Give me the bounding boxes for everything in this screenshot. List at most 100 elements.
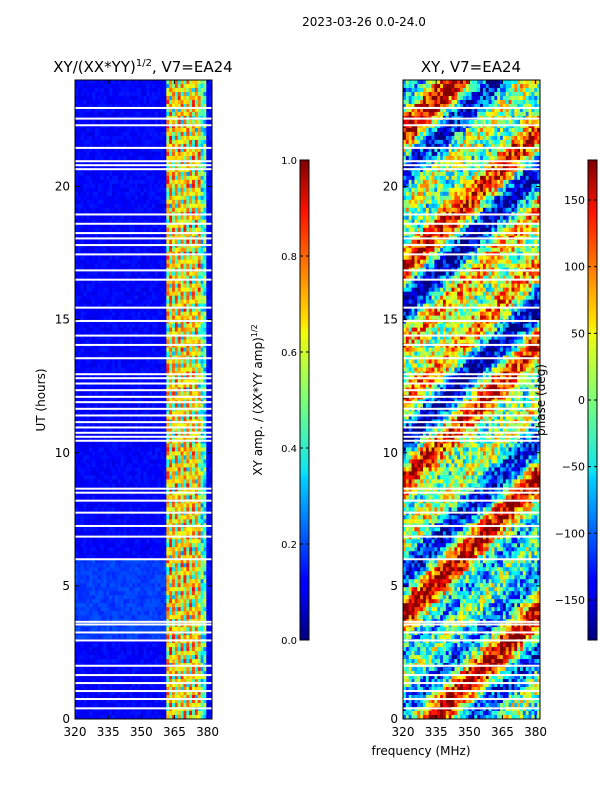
- amplitude-cell: [174, 471, 179, 476]
- amplitude-cell: [174, 255, 179, 261]
- amplitude-cell: [180, 255, 184, 261]
- amplitude-cell: [160, 131, 164, 137]
- amplitude-cell: [143, 203, 147, 209]
- amplitude-cell: [174, 215, 179, 221]
- amplitude-cell: [174, 475, 179, 480]
- amplitude-cell: [134, 271, 139, 277]
- amplitude-cell: [100, 239, 104, 245]
- amplitude-cell: [186, 151, 190, 157]
- amplitude-cell: [83, 203, 87, 209]
- amplitude-cell: [154, 103, 159, 109]
- amplitude-cell: [97, 263, 102, 269]
- amplitude-cell: [186, 295, 190, 301]
- amplitude-cell: [140, 475, 144, 480]
- amplitude-cell: [154, 323, 159, 329]
- amplitude-cell: [86, 139, 90, 145]
- amplitude-cell: [166, 107, 170, 113]
- amplitude-cell: [166, 423, 170, 428]
- amplitude-cell: [157, 175, 162, 181]
- amplitude-cell: [126, 171, 130, 177]
- amplitude-cell: [157, 295, 162, 301]
- amplitude-cell: [80, 131, 84, 137]
- amplitude-cell: [174, 199, 179, 205]
- amplitude-cell: [209, 471, 212, 476]
- amplitude-cell: [92, 195, 96, 201]
- amplitude-cell: [103, 183, 107, 189]
- amplitude-cell: [89, 403, 93, 408]
- amplitude-cell: [169, 447, 173, 452]
- amplitude-cell: [194, 451, 199, 456]
- amplitude-cell: [92, 307, 96, 313]
- amplitude-cell: [177, 99, 181, 105]
- amplitude-cell: [146, 199, 150, 205]
- amplitude-cell: [149, 127, 153, 133]
- amplitude-cell: [203, 379, 207, 384]
- amplitude-cell: [174, 171, 179, 177]
- amplitude-cell: [109, 459, 113, 464]
- amplitude-cell: [97, 223, 102, 229]
- amplitude-cell: [200, 307, 204, 313]
- amplitude-cell: [160, 335, 164, 340]
- amplitude-cell: [106, 303, 110, 309]
- amplitude-cell: [134, 239, 139, 245]
- amplitude-cell: [154, 219, 159, 225]
- amplitude-cell: [126, 483, 130, 488]
- amplitude-cell: [109, 187, 113, 193]
- amplitude-cell: [177, 151, 181, 157]
- amplitude-cell: [109, 347, 113, 352]
- amplitude-cell: [160, 323, 164, 329]
- amplitude-cell: [103, 483, 107, 488]
- amplitude-cell: [197, 87, 201, 93]
- amplitude-cell: [146, 223, 150, 229]
- amplitude-cell: [172, 479, 176, 484]
- amplitude-cell: [126, 451, 130, 456]
- amplitude-cell: [149, 199, 153, 205]
- amplitude-cell: [103, 119, 107, 125]
- amplitude-cell: [206, 311, 210, 317]
- amplitude-cell: [200, 275, 204, 281]
- amplitude-cell: [154, 471, 159, 476]
- amplitude-cell: [172, 147, 176, 153]
- amplitude-cell: [112, 287, 116, 293]
- amplitude-cell: [149, 99, 153, 105]
- amplitude-cell: [194, 91, 199, 97]
- amplitude-cell: [117, 279, 122, 285]
- amplitude-cell: [77, 475, 82, 480]
- amplitude-cell: [126, 299, 130, 305]
- amplitude-cell: [206, 271, 210, 277]
- amplitude-cell: [203, 459, 207, 464]
- amplitude-cell: [123, 131, 127, 137]
- amplitude-cell: [80, 291, 84, 297]
- amplitude-cell: [157, 131, 162, 137]
- amplitude-cell: [103, 391, 107, 396]
- amplitude-cell: [197, 179, 201, 185]
- amplitude-cell: [97, 83, 102, 89]
- amplitude-cell: [89, 131, 93, 137]
- amplitude-cell: [174, 379, 179, 384]
- amplitude-cell: [126, 307, 130, 313]
- amplitude-cell: [169, 191, 173, 197]
- amplitude-cell: [209, 331, 212, 336]
- amplitude-cell: [177, 443, 181, 448]
- amplitude-cell: [157, 135, 162, 141]
- amplitude-cell: [134, 411, 139, 416]
- amplitude-cell: [114, 379, 119, 384]
- amplitude-cell: [206, 195, 210, 201]
- amplitude-cell: [92, 443, 96, 448]
- amplitude-cell: [180, 331, 184, 336]
- amplitude-cell: [123, 191, 127, 197]
- amplitude-cell: [203, 155, 207, 161]
- amplitude-cell: [183, 315, 187, 321]
- amplitude-cell: [129, 331, 133, 336]
- amplitude-cell: [203, 215, 207, 221]
- amplitude-cell: [120, 291, 124, 297]
- amplitude-cell: [89, 171, 93, 177]
- amplitude-cell: [163, 171, 167, 177]
- amplitude-cell: [203, 187, 207, 193]
- amplitude-cell: [120, 107, 124, 113]
- amplitude-cell: [132, 367, 136, 372]
- amplitude-cell: [120, 259, 124, 265]
- amplitude-cell: [77, 83, 82, 89]
- amplitude-cell: [86, 103, 90, 109]
- amplitude-cell: [152, 195, 156, 201]
